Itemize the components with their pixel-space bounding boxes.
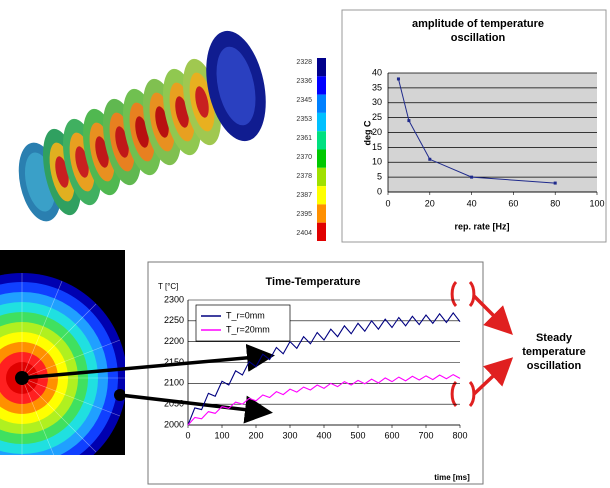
- chart-title: amplitude of temperature oscillation: [398, 18, 558, 46]
- x-tick-label: 700: [418, 430, 433, 440]
- colorbar-swatch: [317, 186, 326, 204]
- colorbar-label: 2387: [296, 192, 312, 199]
- y-tick-label: 2000: [164, 419, 184, 429]
- y-tick-label: 15: [372, 142, 382, 152]
- colorbar-swatch: [317, 223, 326, 241]
- chart-title: Time-Temperature: [266, 276, 361, 288]
- legend-label: T_r=0mm: [226, 310, 265, 320]
- x-tick-label: 200: [248, 430, 263, 440]
- data-point: [554, 182, 557, 185]
- data-point: [397, 77, 400, 80]
- x-tick-label: 300: [282, 430, 297, 440]
- cylinder-render: [12, 25, 275, 225]
- dial-render: [0, 250, 127, 483]
- colorbar-swatch: [317, 204, 326, 222]
- x-axis-label: rep. rate [Hz]: [454, 221, 509, 231]
- colorbar-swatch: [317, 58, 326, 76]
- y-tick-label: 5: [377, 172, 382, 182]
- y-tick-label: 0: [377, 186, 382, 196]
- y-tick-label: 2200: [164, 336, 184, 346]
- colorbar-label: 2404: [296, 230, 312, 237]
- colorbar-swatch: [317, 168, 326, 186]
- x-tick-label: 500: [350, 430, 365, 440]
- x-tick-label: 0: [385, 198, 390, 208]
- x-axis-label: time [ms]: [434, 473, 470, 482]
- x-tick-label: 0: [185, 430, 190, 440]
- colorbar-label: 2328: [296, 59, 312, 66]
- y-tick-label: 2150: [164, 357, 184, 367]
- colorbar-label: 2370: [296, 154, 312, 161]
- colorbar-swatch: [317, 113, 326, 131]
- colorbar-swatch: [317, 150, 326, 168]
- chart-frame: [148, 262, 483, 484]
- data-point: [407, 119, 410, 122]
- colorbar-swatch: [317, 131, 326, 149]
- x-tick-label: 100: [589, 198, 604, 208]
- y-tick-label: 20: [372, 127, 382, 137]
- y-tick-label: 40: [372, 67, 382, 77]
- data-point: [428, 158, 431, 161]
- x-tick-label: 100: [214, 430, 229, 440]
- colorbar-label: 2395: [296, 211, 312, 218]
- y-tick-label: 35: [372, 82, 382, 92]
- annotation: Steady temperature oscillation: [506, 332, 602, 372]
- y-tick-label: 30: [372, 97, 382, 107]
- x-tick-label: 80: [550, 198, 560, 208]
- colorbar-swatch: [317, 76, 326, 94]
- x-tick-label: 400: [316, 430, 331, 440]
- data-point: [470, 176, 473, 179]
- y-tick-label: 2250: [164, 315, 184, 325]
- x-tick-label: 600: [384, 430, 399, 440]
- x-tick-label: 60: [508, 198, 518, 208]
- colorbar-label: 2336: [296, 78, 312, 85]
- colorbar-label: 2345: [296, 97, 312, 104]
- x-tick-label: 800: [452, 430, 467, 440]
- slide: deg C rep. rate [Hz] Time-Temperature T …: [0, 0, 610, 488]
- page: { "colorbar": { "ticks": [2328, 2336, 23…: [0, 0, 610, 488]
- x-tick-label: 40: [467, 198, 477, 208]
- y-tick-label: 10: [372, 157, 382, 167]
- x-tick-label: 20: [425, 198, 435, 208]
- colorbar-label: 2378: [296, 173, 312, 180]
- colorbar-label: 2353: [296, 116, 312, 123]
- y-axis-label: T [°C]: [158, 282, 178, 291]
- y-axis-label: deg C: [362, 120, 372, 146]
- y-tick-label: 2100: [164, 378, 184, 388]
- colorbar-label: 2361: [296, 135, 312, 142]
- y-tick-label: 25: [372, 112, 382, 122]
- y-tick-label: 2050: [164, 399, 184, 409]
- colorbar-swatch: [317, 95, 326, 113]
- y-tick-label: 2300: [164, 294, 184, 304]
- legend-label: T_r=20mm: [226, 324, 270, 334]
